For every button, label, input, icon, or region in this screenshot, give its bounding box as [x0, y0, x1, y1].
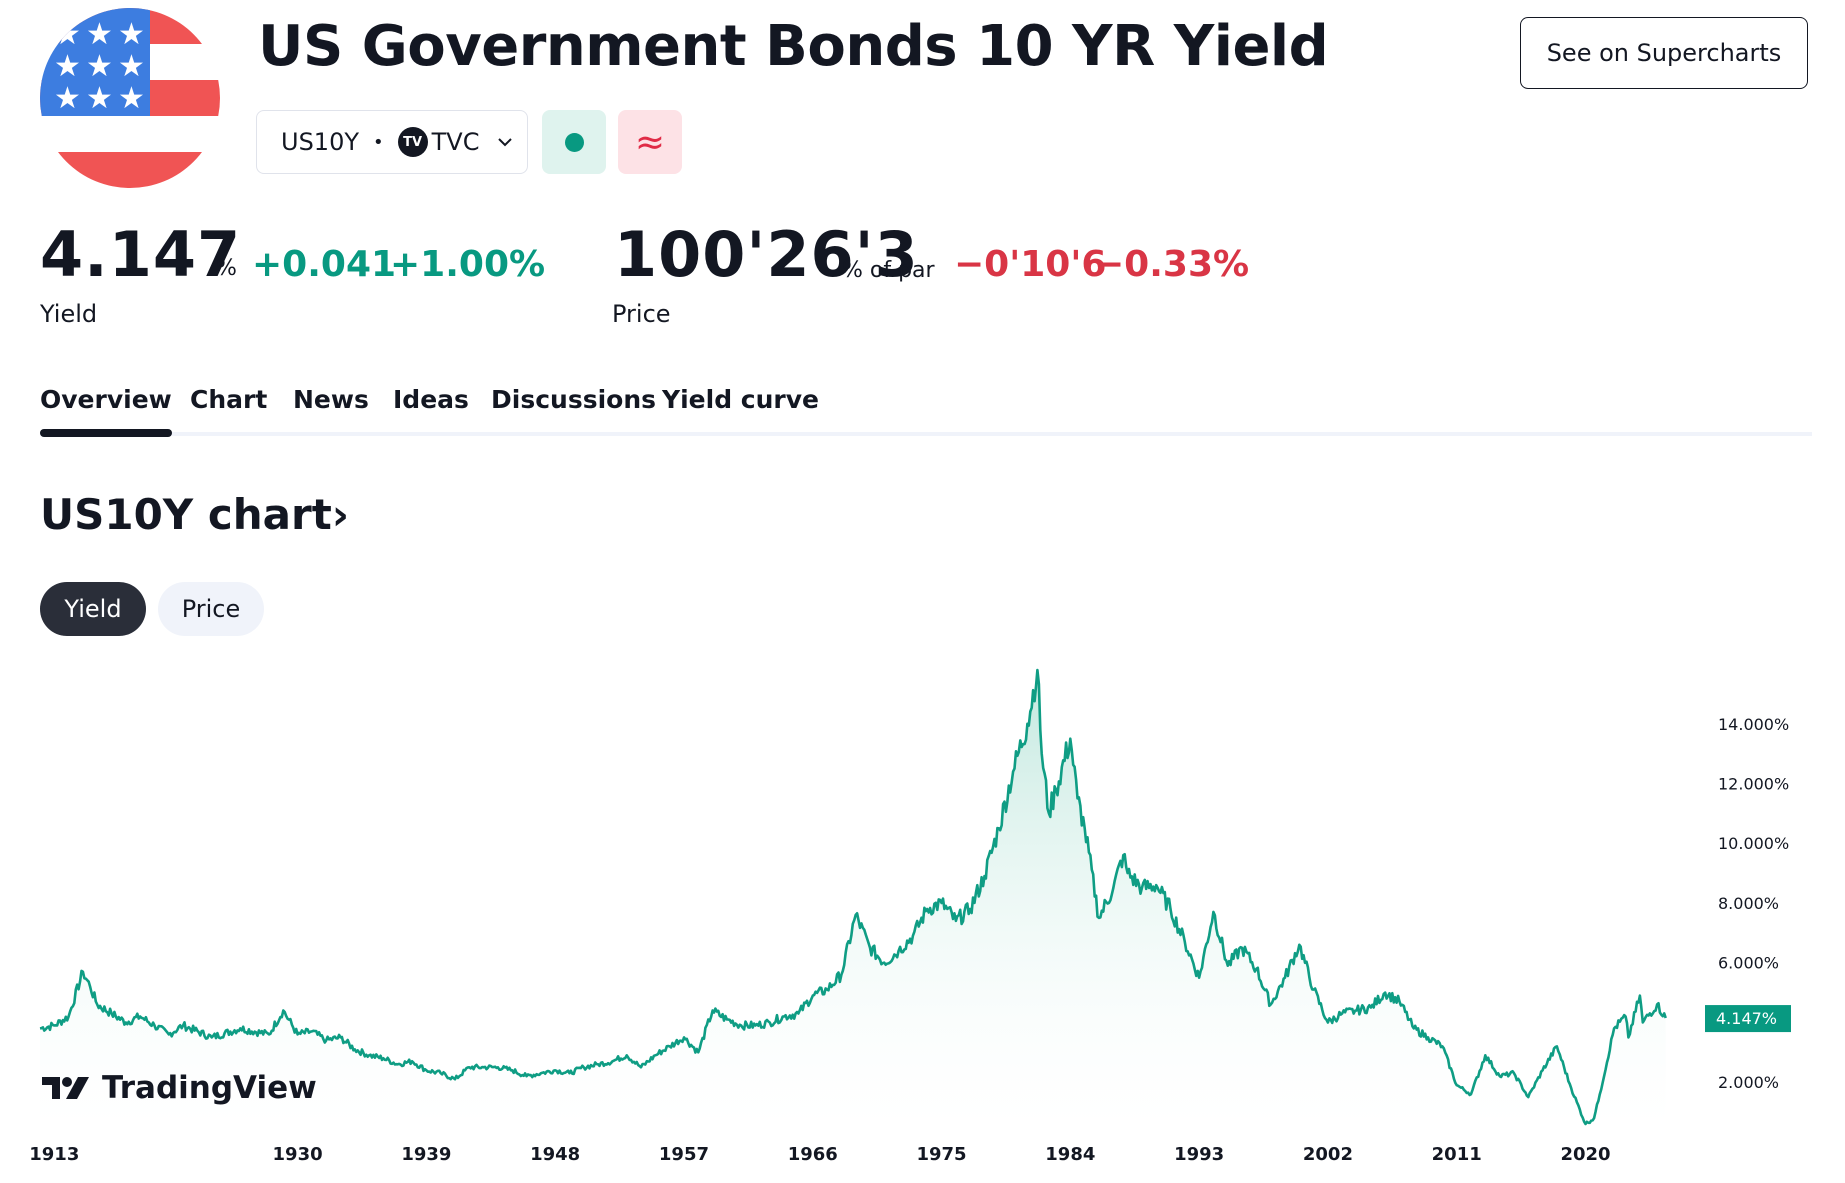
svg-text:★: ★ — [118, 17, 145, 52]
watermark-text: TradingView — [102, 1070, 317, 1106]
x-tick-label: 1966 — [788, 1144, 838, 1165]
tab-overview[interactable]: Overview — [40, 385, 172, 437]
tab-discussions[interactable]: Discussions — [491, 385, 657, 414]
tv-exchange-logo-icon: TV — [397, 127, 428, 157]
x-tick-label: 1939 — [401, 1144, 451, 1165]
separator-dot: • — [373, 131, 384, 153]
last-value-label: 4.147% — [1716, 1009, 1777, 1028]
price-change-percent: −0.33% — [1094, 244, 1250, 285]
x-tick-label: 1930 — [273, 1144, 323, 1165]
y-tick-label: 8.000% — [1718, 894, 1779, 913]
y-tick-label: 2.000% — [1718, 1073, 1779, 1092]
chart-section-link[interactable]: US10Y chart› — [40, 490, 349, 539]
x-tick-label: 1957 — [659, 1144, 709, 1165]
tab-news[interactable]: News — [293, 385, 369, 414]
market-open-status-icon[interactable] — [542, 110, 606, 174]
x-tick-label: 2020 — [1560, 1144, 1610, 1165]
symbol-ticker: US10Y — [281, 128, 359, 156]
price-unit: % of par — [842, 258, 935, 283]
x-tick-label: 2002 — [1303, 1144, 1353, 1165]
svg-text:★: ★ — [54, 49, 81, 84]
price-value: 100'26'3 — [614, 218, 919, 291]
symbol-selector[interactable]: US10Y • TV TVC — [256, 110, 528, 174]
svg-text:★: ★ — [118, 49, 145, 84]
tab-chart[interactable]: Chart — [190, 385, 268, 414]
svg-text:★: ★ — [118, 81, 145, 116]
yield-change: +0.041 — [252, 244, 397, 285]
us-flag-icon: ★ ★ ★ ★ ★ ★ ★ ★ ★ — [40, 8, 220, 188]
price-toggle-button[interactable]: Price — [158, 582, 264, 636]
x-tick-label: 2011 — [1432, 1144, 1482, 1165]
exchange-name: TVC — [431, 128, 480, 156]
svg-text:★: ★ — [86, 49, 113, 84]
y-tick-label: 14.000% — [1718, 715, 1789, 734]
yield-value: 4.147 — [40, 218, 242, 291]
yield-area-fill — [40, 670, 1666, 1130]
page-title: US Government Bonds 10 YR Yield — [258, 14, 1329, 79]
yield-series-line — [39, 668, 1667, 1126]
y-tick-label: 10.000% — [1718, 834, 1789, 853]
tradingview-watermark: TradingView — [42, 1070, 317, 1106]
x-tick-label: 1993 — [1174, 1144, 1224, 1165]
delayed-data-icon[interactable]: ≈ — [618, 110, 682, 174]
x-tick-label: 1975 — [916, 1144, 966, 1165]
tab-yield-curve[interactable]: Yield curve — [662, 385, 819, 414]
chevron-down-icon — [497, 137, 513, 147]
x-tick-label: 1984 — [1045, 1144, 1095, 1165]
svg-text:★: ★ — [54, 17, 81, 52]
x-tick-label: 1913 — [29, 1144, 79, 1165]
svg-text:★: ★ — [86, 81, 113, 116]
x-tick-label: 1948 — [530, 1144, 580, 1165]
last-value-badge — [1705, 1005, 1791, 1033]
yield-toggle-button[interactable]: Yield — [40, 582, 146, 636]
chart-section-title: US10Y chart — [40, 490, 332, 539]
price-label: Price — [612, 300, 671, 328]
tradingview-logo-icon — [42, 1077, 89, 1099]
chevron-right-icon: › — [331, 490, 350, 539]
see-on-supercharts-button[interactable]: See on Supercharts — [1520, 17, 1808, 89]
yield-unit: % — [216, 256, 237, 281]
y-tick-label: 12.000% — [1718, 775, 1789, 794]
tab-ideas[interactable]: Ideas — [393, 385, 469, 414]
yield-change-percent: +1.00% — [390, 244, 546, 285]
y-tick-label: 6.000% — [1718, 954, 1779, 973]
svg-text:★: ★ — [54, 81, 81, 116]
section-tabs: Overview Chart News Ideas Discussions Yi… — [40, 385, 1812, 437]
svg-text:★: ★ — [86, 17, 113, 52]
price-change: −0'10'6 — [954, 244, 1107, 285]
tabs-divider — [40, 432, 1812, 436]
yield-chart[interactable]: 2.000% 6.000% 8.000% 10.000% 12.000% 14.000% 4… — [0, 650, 1845, 1170]
yield-label: Yield — [40, 300, 98, 328]
